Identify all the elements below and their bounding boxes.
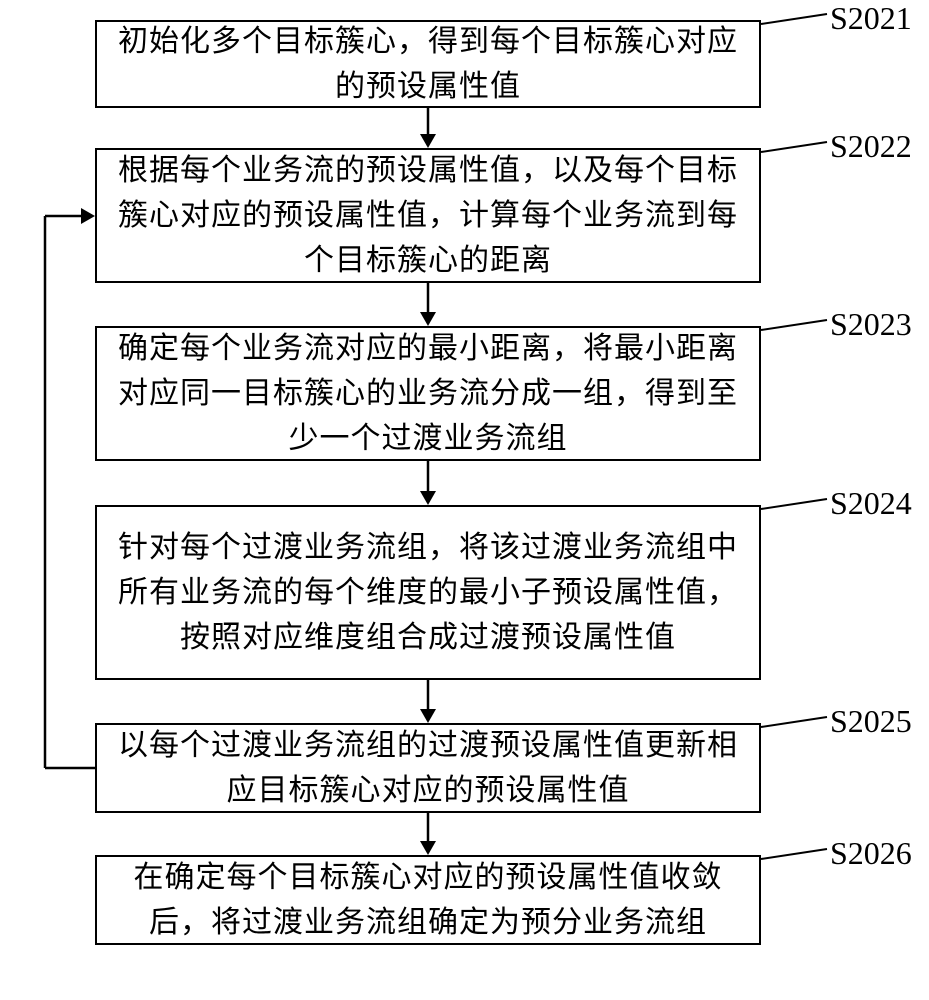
step-box-s2025: 以每个过渡业务流组的过渡预设属性值更新相应目标簇心对应的预设属性值	[95, 723, 761, 813]
arrow-down-2	[418, 283, 438, 326]
step-text: 初始化多个目标簇心，得到每个目标簇心对应的预设属性值	[117, 19, 739, 109]
flowchart-container: 初始化多个目标簇心，得到每个目标簇心对应的预设属性值 根据每个业务流的预设属性值…	[0, 0, 929, 1000]
leader-6	[761, 843, 831, 865]
step-text: 确定每个业务流对应的最小距离，将最小距离对应同一目标簇心的业务流分成一组，得到至…	[117, 326, 739, 461]
step-label-s2026: S2026	[830, 835, 912, 872]
arrow-down-4	[418, 680, 438, 723]
step-box-s2024: 针对每个过渡业务流组，将该过渡业务流组中所有业务流的每个维度的最小子预设属性值，…	[95, 505, 761, 680]
step-box-s2023: 确定每个业务流对应的最小距离，将最小距离对应同一目标簇心的业务流分成一组，得到至…	[95, 326, 761, 461]
arrow-down-3	[418, 461, 438, 505]
loop-back-arrow	[30, 200, 100, 780]
leader-5	[761, 711, 831, 733]
arrow-down-1	[418, 108, 438, 148]
step-box-s2026: 在确定每个目标簇心对应的预设属性值收敛后，将过渡业务流组确定为预分业务流组	[95, 855, 761, 945]
leader-1	[761, 8, 831, 30]
step-label-s2025: S2025	[830, 703, 912, 740]
arrow-down-5	[418, 813, 438, 855]
step-label-s2024: S2024	[830, 485, 912, 522]
step-text: 根据每个业务流的预设属性值，以及每个目标簇心对应的预设属性值，计算每个业务流到每…	[117, 148, 739, 283]
step-text: 以每个过渡业务流组的过渡预设属性值更新相应目标簇心对应的预设属性值	[117, 723, 739, 813]
step-box-s2022: 根据每个业务流的预设属性值，以及每个目标簇心对应的预设属性值，计算每个业务流到每…	[95, 148, 761, 283]
step-box-s2021: 初始化多个目标簇心，得到每个目标簇心对应的预设属性值	[95, 20, 761, 108]
leader-4	[761, 493, 831, 515]
step-label-s2022: S2022	[830, 128, 912, 165]
step-text: 在确定每个目标簇心对应的预设属性值收敛后，将过渡业务流组确定为预分业务流组	[117, 855, 739, 945]
step-label-s2023: S2023	[830, 306, 912, 343]
leader-3	[761, 314, 831, 336]
leader-2	[761, 136, 831, 158]
step-text: 针对每个过渡业务流组，将该过渡业务流组中所有业务流的每个维度的最小子预设属性值，…	[117, 525, 739, 660]
step-label-s2021: S2021	[830, 0, 912, 37]
